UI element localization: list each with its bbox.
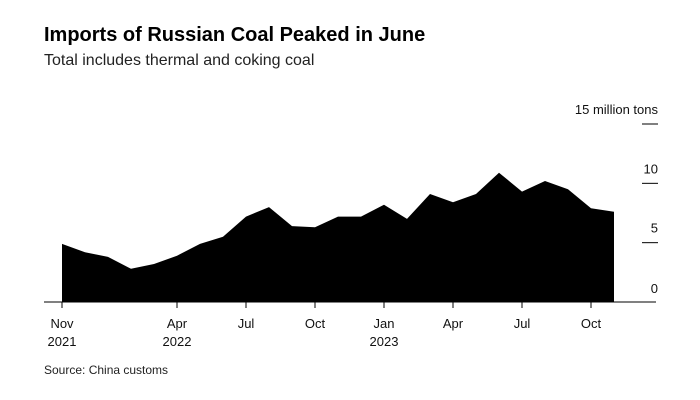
y-tick-label: 10 [644, 161, 658, 176]
x-tick-label: Jul [514, 316, 531, 331]
x-tick-label: Jan [374, 316, 395, 331]
coal-imports-area [62, 172, 614, 302]
x-tick-year-label: 2022 [163, 334, 192, 349]
x-tick-label: Oct [581, 316, 602, 331]
x-tick-label: Apr [443, 316, 464, 331]
x-tick-year-label: 2021 [48, 334, 77, 349]
x-tick-year-label: 2023 [370, 334, 399, 349]
source-note: Source: China customs [44, 363, 169, 377]
y-tick-label: 5 [651, 221, 658, 236]
x-tick-label: Oct [305, 316, 326, 331]
y-tick-label: 0 [651, 281, 658, 296]
chart-subtitle: Total includes thermal and coking coal [44, 52, 315, 69]
x-tick-label: Nov [50, 316, 74, 331]
y-tick-label: 15 million tons [575, 102, 659, 117]
x-tick-label: Jul [238, 316, 255, 331]
x-tick-label: Apr [167, 316, 188, 331]
chart-title: Imports of Russian Coal Peaked in June [44, 24, 426, 46]
